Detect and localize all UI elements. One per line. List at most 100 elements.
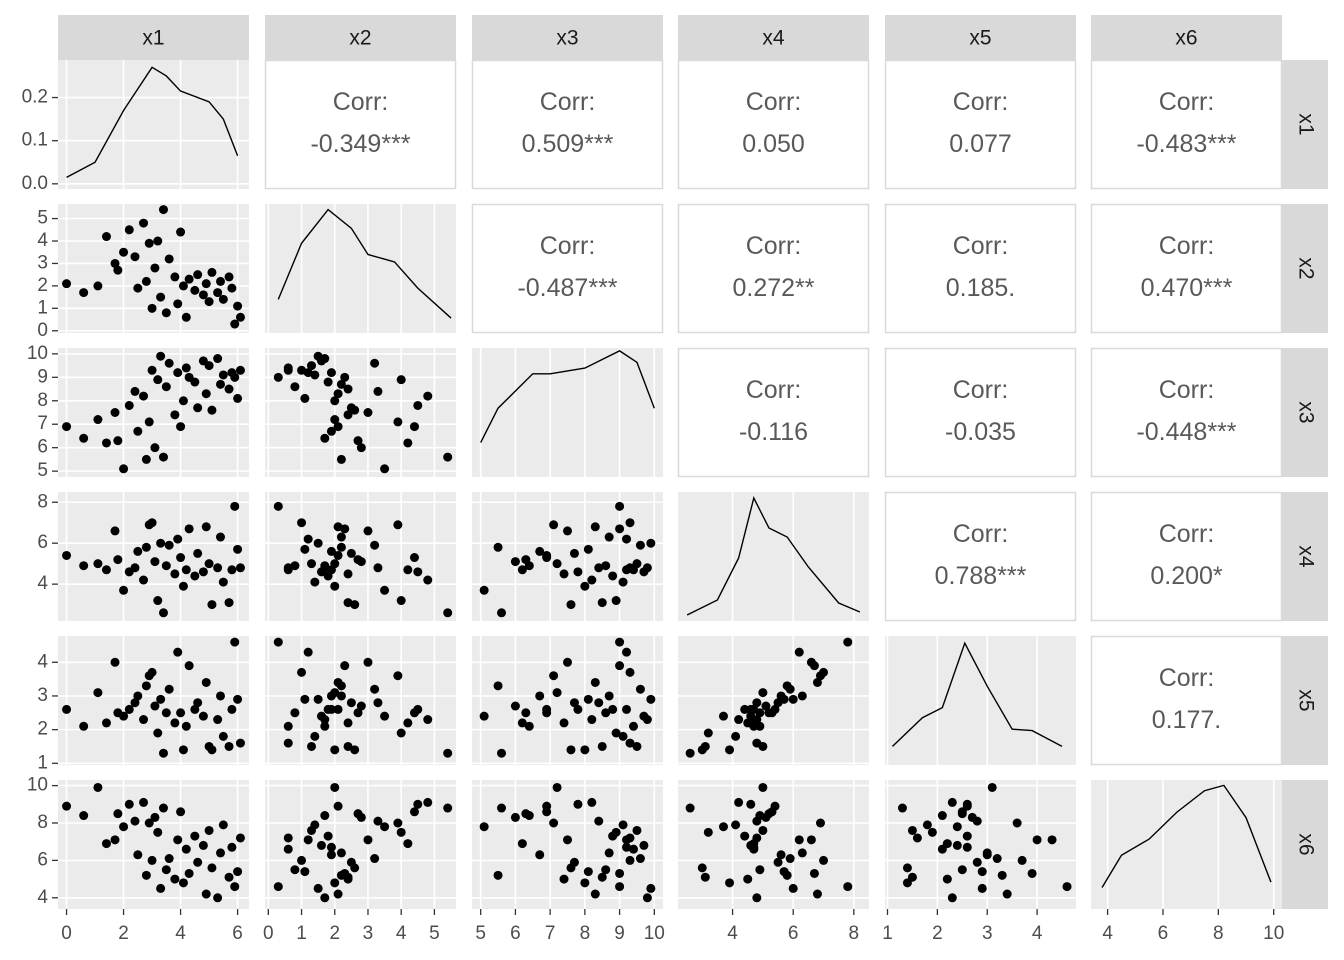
- point: [233, 301, 243, 311]
- point: [139, 218, 149, 228]
- strip-background: [885, 15, 1076, 60]
- point: [535, 850, 545, 860]
- point: [320, 354, 330, 364]
- point: [521, 708, 531, 718]
- point: [93, 415, 103, 425]
- point: [517, 565, 527, 575]
- density-line: [66, 66, 239, 178]
- point: [962, 799, 972, 809]
- point: [356, 443, 366, 453]
- strip-background: [1282, 204, 1328, 333]
- point: [139, 391, 149, 401]
- panel-background: [1091, 780, 1282, 909]
- corr-value: 0.788***: [935, 562, 1027, 590]
- x-tick-label: 4: [175, 923, 186, 944]
- point: [178, 878, 188, 888]
- point: [119, 464, 129, 474]
- point: [685, 803, 695, 813]
- point: [224, 272, 234, 282]
- point: [110, 657, 120, 667]
- point: [215, 848, 225, 858]
- y-tick-label: 5: [37, 208, 48, 229]
- point: [207, 267, 217, 277]
- point: [396, 728, 406, 738]
- point: [113, 809, 123, 819]
- point: [233, 867, 243, 877]
- corr-value: -0.349***: [310, 130, 410, 158]
- point: [326, 691, 336, 701]
- point: [343, 872, 353, 882]
- corr-value: 0.470***: [1141, 274, 1233, 302]
- point: [731, 731, 741, 741]
- point: [642, 893, 652, 903]
- strip-background: [1282, 636, 1328, 765]
- point: [158, 803, 168, 813]
- point: [734, 797, 744, 807]
- point: [752, 715, 762, 725]
- point: [323, 377, 333, 387]
- point: [962, 842, 972, 852]
- point: [779, 867, 789, 877]
- y-tick-label: 4: [37, 230, 48, 251]
- point: [326, 704, 336, 714]
- point: [158, 452, 168, 462]
- point: [190, 571, 200, 581]
- point: [350, 405, 360, 415]
- point: [597, 872, 607, 882]
- point: [443, 803, 453, 813]
- point: [542, 553, 552, 563]
- point: [393, 417, 403, 427]
- point: [776, 850, 786, 860]
- point: [326, 546, 336, 556]
- point: [79, 561, 89, 571]
- y-tick-label: 2: [37, 275, 48, 296]
- corr-title: Corr:: [1159, 664, 1215, 692]
- y-tick-label: 5: [37, 460, 48, 481]
- point: [725, 878, 735, 888]
- point: [297, 855, 307, 865]
- point: [161, 308, 171, 318]
- point: [912, 833, 922, 843]
- point: [373, 816, 383, 826]
- point: [396, 827, 406, 837]
- density-line: [480, 350, 655, 443]
- point: [380, 464, 390, 474]
- strip-label: x2: [349, 27, 371, 50]
- point: [119, 247, 129, 257]
- y-tick-label: 10: [27, 343, 48, 364]
- corr-title: Corr:: [953, 232, 1009, 260]
- point: [227, 565, 237, 575]
- point: [594, 816, 604, 826]
- point: [290, 382, 300, 392]
- point: [363, 526, 373, 536]
- point: [336, 848, 346, 858]
- point: [608, 831, 618, 841]
- point: [119, 822, 129, 832]
- y-tick-label: 3: [37, 685, 48, 706]
- point: [992, 854, 1002, 864]
- x-tick-label: 9: [614, 923, 625, 944]
- point: [190, 704, 200, 714]
- strip-background: [265, 15, 456, 60]
- point: [809, 661, 819, 671]
- point: [147, 303, 157, 313]
- strip-background: [678, 15, 869, 60]
- corr-value: 0.077: [949, 130, 1012, 158]
- point: [273, 882, 283, 892]
- point: [403, 565, 413, 575]
- point: [788, 883, 798, 893]
- point: [164, 684, 174, 694]
- point: [646, 883, 656, 893]
- corr-value: -0.035: [945, 418, 1016, 446]
- density-line: [277, 208, 452, 319]
- point: [133, 283, 143, 293]
- point: [176, 422, 186, 432]
- point: [758, 825, 768, 835]
- panel-background: [265, 348, 456, 477]
- point: [615, 501, 625, 511]
- point: [380, 822, 390, 832]
- point: [147, 365, 157, 375]
- point: [343, 410, 353, 420]
- point: [479, 822, 489, 832]
- x-tick-label: 4: [396, 923, 407, 944]
